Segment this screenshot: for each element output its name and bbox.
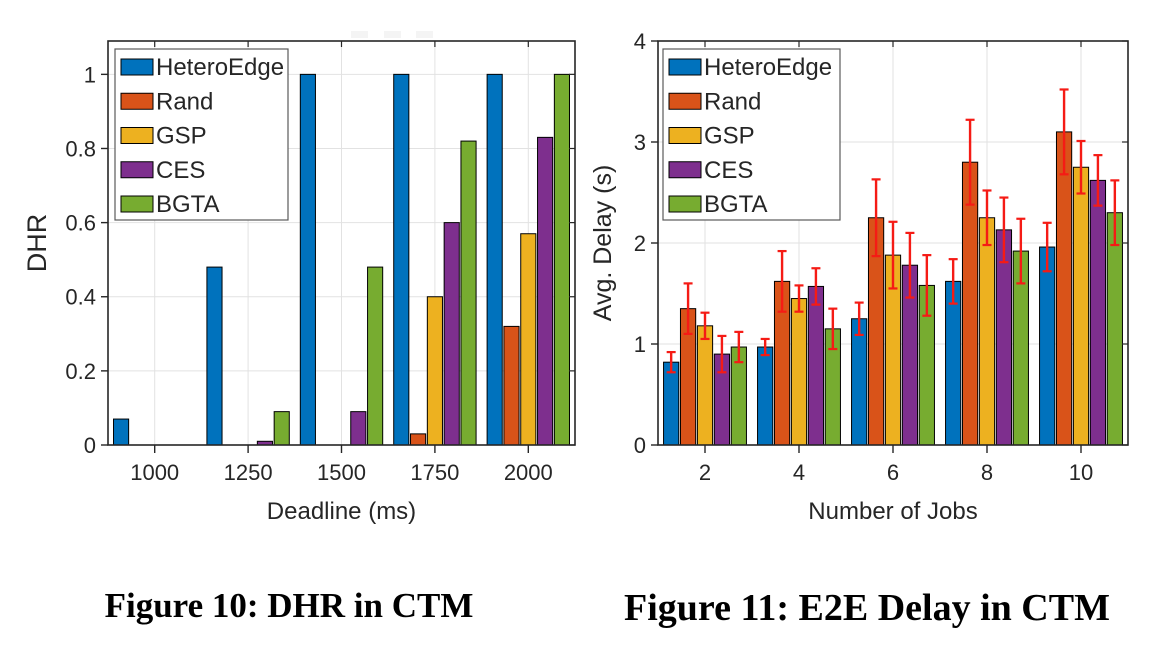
bar-HeteroEdge-8 <box>945 280 962 446</box>
legend-label-Rand: Rand <box>704 88 761 115</box>
e2e-delay-chart-xtick-label: 10 <box>1069 460 1093 485</box>
dhr-chart-xtick-label: 1500 <box>317 460 366 485</box>
dhr-chart-ytick-label: 0.4 <box>65 285 96 310</box>
e2e-delay-chart-ytick-label: 1 <box>634 332 646 357</box>
legend-swatch-Rand <box>120 92 154 110</box>
bar-HeteroEdge-2000 <box>486 73 503 446</box>
legend-label-HeteroEdge: HeteroEdge <box>704 54 832 81</box>
bar-HeteroEdge-6 <box>851 318 868 446</box>
bar-HeteroEdge-1500 <box>299 73 316 446</box>
dhr-chart-xtick-label: 1250 <box>224 460 273 485</box>
legend-swatch-CES <box>120 161 154 179</box>
bar-GSP-1750 <box>426 296 443 446</box>
e2e-delay-chart-xlabel: Number of Jobs <box>808 498 977 525</box>
bar-GSP-8 <box>978 217 996 446</box>
e2e-delay-chart-ytick-label: 4 <box>634 29 646 54</box>
legend-swatch-BGTA <box>120 195 154 213</box>
legend-swatch-GSP <box>668 127 702 144</box>
bar-HeteroEdge-1000 <box>113 418 130 446</box>
e2e-delay-chart-xtick-label: 2 <box>699 460 711 485</box>
legend-label-CES: CES <box>704 157 753 184</box>
bar-CES-1500 <box>350 411 367 446</box>
bar-CES-1750 <box>443 222 460 446</box>
bar-CES-2000 <box>537 136 554 446</box>
dhr-chart-ytick-label: 0 <box>84 433 96 458</box>
cropped-artifact-0 <box>351 31 368 38</box>
e2e-delay-chart-xtick-label: 8 <box>981 460 993 485</box>
figure-panel: 1000 1250 1500 1750 2000 0 0.2 0.4 0.6 0.8 1 Deadli… <box>22 29 1129 525</box>
dhr-chart-xtick-label: 2000 <box>504 460 553 485</box>
figure11-caption: Figure 11: E2E Delay in CTM <box>624 587 1110 629</box>
figure10-caption: Figure 10: DHR in CTM <box>104 586 474 625</box>
legend-swatch-HeteroEdge <box>668 58 702 76</box>
legend-swatch-BGTA <box>668 195 702 213</box>
e2e-delay-chart-xtick-label: 6 <box>887 460 899 485</box>
bar-Rand-2000 <box>503 325 520 446</box>
bar-BGTA-2000 <box>553 73 570 446</box>
bar-HeteroEdge-2 <box>663 361 680 446</box>
e2e-delay-chart-ytick-label: 0 <box>634 433 646 458</box>
bar-BGTA-10 <box>1106 212 1123 446</box>
e2e-delay-chart-ylabel: Avg. Delay (s) <box>589 165 617 322</box>
bar-BGTA-1750 <box>460 140 477 446</box>
dhr-chart-ytick-label: 0.8 <box>65 136 96 161</box>
dhr-chart-xtick-label: 1000 <box>130 460 179 485</box>
legend-label-GSP: GSP <box>156 123 207 150</box>
bar-Rand-1750 <box>410 433 427 446</box>
bar-BGTA-1500 <box>367 266 384 446</box>
dhr-chart-ytick-label: 0.6 <box>65 211 96 236</box>
legend-label-BGTA: BGTA <box>704 191 768 218</box>
bar-HeteroEdge-4 <box>757 346 774 446</box>
dhr-chart-ylabel: DHR <box>22 214 52 273</box>
bar-GSP-10 <box>1072 166 1090 446</box>
bar-CES-4 <box>807 285 825 446</box>
legend-label-GSP: GSP <box>704 123 755 150</box>
cropped-artifact-2 <box>416 31 433 38</box>
cropped-artifact-1 <box>384 31 401 38</box>
e2e-delay-chart-ytick-label: 2 <box>634 231 646 256</box>
bar-BGTA-1250 <box>273 411 290 446</box>
bar-HeteroEdge-10 <box>1039 246 1056 446</box>
bar-GSP-2000 <box>520 233 537 446</box>
legend-label-BGTA: BGTA <box>156 191 220 218</box>
bar-GSP-4 <box>790 298 808 446</box>
bar-Rand-10 <box>1055 131 1073 446</box>
legend-swatch-HeteroEdge <box>120 58 154 76</box>
bar-CES-10 <box>1089 179 1107 446</box>
legend-label-Rand: Rand <box>156 88 213 115</box>
legend-label-CES: CES <box>156 157 205 184</box>
legend-swatch-CES <box>668 161 702 179</box>
e2e-delay-chart-ytick-label: 3 <box>634 130 646 155</box>
e2e-delay-chart-xtick-label: 4 <box>793 460 805 485</box>
dhr-chart-ytick-label: 1 <box>84 62 96 87</box>
dhr-chart-xtick-label: 1750 <box>410 460 459 485</box>
bar-HeteroEdge-1750 <box>393 73 410 446</box>
bar-HeteroEdge-1250 <box>206 266 223 446</box>
dhr-chart-xlabel: Deadline (ms) <box>267 498 416 525</box>
dhr-chart-ytick-label: 0.2 <box>65 359 96 384</box>
legend-swatch-GSP <box>120 127 154 144</box>
legend-label-HeteroEdge: HeteroEdge <box>156 54 284 81</box>
legend-swatch-Rand <box>668 92 702 110</box>
bar-GSP-2 <box>696 325 714 446</box>
